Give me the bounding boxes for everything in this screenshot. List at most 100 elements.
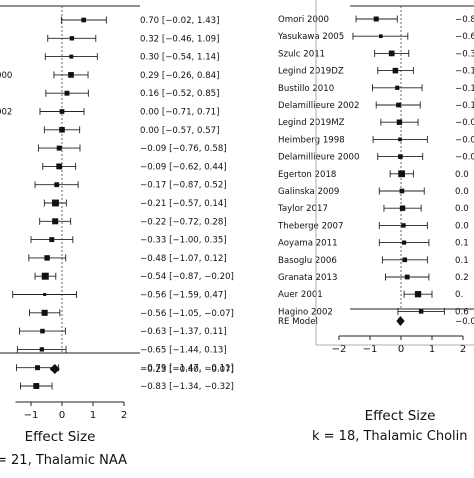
right-x-axis-label: Effect Size xyxy=(365,408,436,424)
left-study-row: −0.21 [−0.57, 0.14] xyxy=(43,199,227,209)
left-study-row: 0.00 [−0.57, 0.57] xyxy=(43,126,220,136)
point-estimate-marker xyxy=(388,50,395,57)
ci-text: −0.22 [−0.72, 0.28] xyxy=(140,217,227,227)
left-study-row: 0.32 [−0.46, 1.09] xyxy=(47,34,220,44)
study-label: Basoglu 2006 xyxy=(278,256,337,266)
right-x-tick-label: 1 xyxy=(429,344,435,355)
ci-text: 0.1 xyxy=(455,239,469,249)
study-label: Granata 2013 xyxy=(278,273,337,283)
ci-text: 0.6 xyxy=(455,307,469,317)
left-study-row: 0.16 [−0.52, 0.85] xyxy=(45,89,220,99)
study-label: 000 xyxy=(0,71,12,81)
point-estimate-marker xyxy=(40,328,45,334)
point-estimate-marker xyxy=(59,127,65,133)
point-estimate-marker xyxy=(401,223,406,228)
ci-text: −0.54 [−0.87, −0.20] xyxy=(140,272,234,282)
point-estimate-marker xyxy=(49,237,55,243)
point-estimate-marker xyxy=(398,170,405,178)
right-x-tick-label: −1 xyxy=(363,344,378,355)
ci-text: −0.56 [−1.59, 0.47] xyxy=(140,291,227,301)
point-estimate-marker xyxy=(69,36,75,41)
ci-text: 0.0 xyxy=(455,221,469,231)
ci-text: −0.1 xyxy=(455,67,474,77)
right-study-row: Taylor 2017 0.0 xyxy=(277,204,469,214)
study-label: Egerton 2018 xyxy=(278,170,336,180)
study-label: Aoyama 2011 xyxy=(278,239,338,249)
study-label: Bustillo 2010 xyxy=(278,84,334,94)
point-estimate-marker xyxy=(81,17,87,23)
point-estimate-marker xyxy=(59,109,65,114)
right-study-row: Aoyama 2011 0.1 xyxy=(278,239,469,249)
right-study-row: Legind 2019DZ −0.1 xyxy=(278,67,474,77)
left-summary-ci-text: −0.23 [−0.40, −0.07] xyxy=(140,365,234,375)
ci-text: 0.70 [−0.02, 1.43] xyxy=(140,16,220,26)
ci-text: −0.1 xyxy=(455,84,474,94)
right-study-row: Delamillieure 2000 −0.0 xyxy=(278,153,474,163)
right-study-row: Szulc 2011 −0.3 xyxy=(278,49,474,59)
study-label: Hagino 2002 xyxy=(278,307,333,317)
left-study-row: −0.09 [−0.76, 0.58] xyxy=(37,144,227,154)
ci-text: 0.0 xyxy=(455,187,469,197)
right-study-row: Basoglu 2006 0.1 xyxy=(278,256,469,266)
point-estimate-marker xyxy=(396,119,403,125)
point-estimate-marker xyxy=(33,383,40,389)
left-x-tick-label: 2 xyxy=(121,410,127,421)
ci-text: 0.29 [−0.26, 0.84] xyxy=(140,71,220,81)
right-study-row: Auer 2001 0. xyxy=(278,290,463,300)
study-label: Yasukawa 2005 xyxy=(277,32,344,42)
left-study-row: 002 0.00 [−0.71, 0.71] xyxy=(0,108,220,118)
study-label: Taylor 2017 xyxy=(277,204,328,214)
study-label: Legind 2019DZ xyxy=(278,67,344,77)
left-study-row: 000 0.29 [−0.26, 0.84] xyxy=(0,71,220,81)
left-x-tick-label: 1 xyxy=(90,410,96,421)
point-estimate-marker xyxy=(52,199,59,207)
point-estimate-marker xyxy=(56,163,63,170)
left-study-row: 0.70 [−0.02, 1.43] xyxy=(60,16,220,26)
left-study-row: −0.83 [−1.34, −0.32] xyxy=(20,382,234,392)
ci-text: −0.48 [−1.07, 0.12] xyxy=(140,254,227,264)
right-study-row: Galinska 2009 0.0 xyxy=(278,187,469,197)
left-study-row: −0.56 [−1.05, −0.07] xyxy=(29,309,234,319)
point-estimate-marker xyxy=(52,218,59,225)
point-estimate-marker xyxy=(399,188,405,194)
right-study-row: Egerton 2018 0.0 xyxy=(278,170,469,180)
study-label: Theberge 2007 xyxy=(277,221,343,231)
ci-text: 0.0 xyxy=(455,170,469,180)
left-study-row: −0.48 [−1.07, 0.12] xyxy=(28,254,227,264)
ci-text: −0.79 [−1.47, −0.11] xyxy=(140,364,234,374)
point-estimate-marker xyxy=(43,293,47,296)
ci-text: −0.80 xyxy=(455,15,474,25)
ci-text: −0.6 xyxy=(455,32,474,42)
study-label: Omori 2000 xyxy=(278,15,329,25)
study-label: Delamillieure 2002 xyxy=(278,101,359,111)
point-estimate-marker xyxy=(379,34,383,39)
study-label: Heimberg 1998 xyxy=(278,135,345,145)
left-study-row: 0.30 [−0.54, 1.14] xyxy=(44,53,220,63)
point-estimate-marker xyxy=(41,272,49,280)
left-study-row: −0.33 [−1.00, 0.35] xyxy=(30,236,227,246)
ci-text: −0.65 [−1.44, 0.13] xyxy=(140,345,227,355)
point-estimate-marker xyxy=(395,85,400,90)
point-estimate-marker xyxy=(64,90,70,96)
ci-text: 0.1 xyxy=(455,256,469,266)
point-estimate-marker xyxy=(404,274,410,280)
point-estimate-marker xyxy=(373,16,379,22)
point-estimate-marker xyxy=(56,145,62,151)
left-forest-plot: Effect Size = 21, Thalamic NAA 0.70 [−0.… xyxy=(0,5,234,468)
point-estimate-marker xyxy=(69,54,74,59)
ci-text: 0. xyxy=(455,290,463,300)
left-study-row: −0.09 [−0.62, 0.44] xyxy=(42,162,227,172)
point-estimate-marker xyxy=(414,291,422,298)
point-estimate-marker xyxy=(41,309,48,316)
study-label: Legind 2019MZ xyxy=(278,118,345,128)
left-study-row: −0.22 [−0.72, 0.28] xyxy=(39,217,227,227)
ci-text: −0.09 [−0.62, 0.44] xyxy=(140,162,227,172)
left-study-row: −0.56 [−1.59, 0.47] xyxy=(12,291,227,301)
left-study-row: −0.63 [−1.37, 0.11] xyxy=(19,327,227,337)
point-estimate-marker xyxy=(39,347,44,352)
point-estimate-marker xyxy=(402,257,408,263)
point-estimate-marker xyxy=(396,102,401,108)
ci-text: −0.33 [−1.00, 0.35] xyxy=(140,236,227,246)
